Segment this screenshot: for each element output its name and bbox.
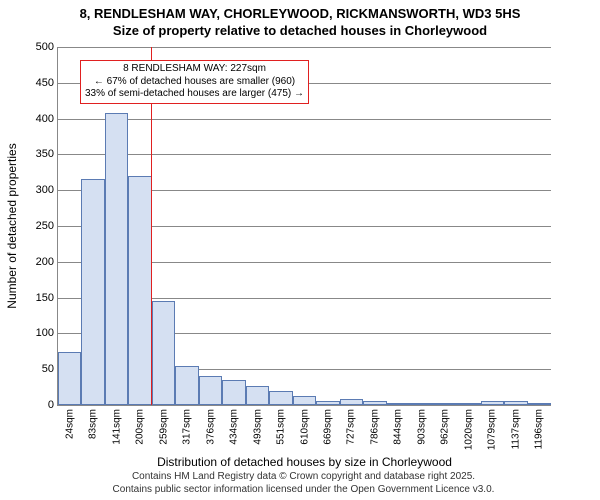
histogram-bar: [316, 401, 339, 405]
x-tick-label: 610sqm: [299, 409, 310, 445]
x-tick-label: 493sqm: [252, 409, 263, 445]
x-tick-label: 259sqm: [158, 409, 169, 445]
x-tick-label: 727sqm: [346, 409, 357, 445]
chart-title: 8, RENDLESHAM WAY, CHORLEYWOOD, RICKMANS…: [0, 0, 600, 40]
x-tick-label: 1020sqm: [463, 409, 474, 450]
y-tick-label: 100: [36, 327, 54, 339]
title-line-1: 8, RENDLESHAM WAY, CHORLEYWOOD, RICKMANS…: [80, 6, 521, 21]
y-tick-label: 150: [36, 292, 54, 304]
x-tick-label: 376sqm: [205, 409, 216, 445]
histogram-bar: [222, 380, 245, 405]
y-tick-label: 50: [42, 363, 54, 375]
y-tick-label: 0: [48, 399, 54, 411]
annotation-smaller: ← 67% of detached houses are smaller (96…: [94, 76, 295, 87]
x-tick-label: 83sqm: [88, 409, 99, 439]
y-axis-label: Number of detached properties: [5, 143, 19, 308]
y-tick-label: 500: [36, 41, 54, 53]
x-tick-label: 200sqm: [135, 409, 146, 445]
x-tick-label: 1196sqm: [534, 409, 545, 449]
x-tick-label: 24sqm: [64, 409, 75, 439]
x-axis-label: Distribution of detached houses by size …: [157, 455, 452, 469]
x-tick-label: 1137sqm: [510, 409, 521, 449]
x-tick-label: 141sqm: [111, 409, 122, 445]
histogram-bar: [504, 401, 527, 405]
y-tick-label: 200: [36, 256, 54, 268]
chart-footer: Contains HM Land Registry data © Crown c…: [57, 471, 550, 496]
histogram-bar: [528, 403, 551, 405]
histogram-bar: [81, 179, 104, 405]
y-tick-label: 350: [36, 148, 54, 160]
histogram-bar: [293, 396, 316, 405]
y-tick-label: 250: [36, 220, 54, 232]
x-tick-label: 669sqm: [322, 409, 333, 445]
footer-line-2: Contains public sector information licen…: [113, 484, 495, 495]
histogram-bar: [246, 386, 269, 405]
histogram-bar: [199, 376, 222, 405]
y-tick-label: 400: [36, 113, 54, 125]
histogram-bar: [387, 403, 410, 405]
histogram-bar: [457, 403, 480, 405]
x-tick-label: 317sqm: [182, 409, 193, 445]
histogram-bar: [269, 391, 292, 405]
x-tick-label: 786sqm: [369, 409, 380, 445]
y-tick-label: 450: [36, 77, 54, 89]
y-tick-label: 300: [36, 184, 54, 196]
histogram-bar: [363, 401, 386, 405]
footer-line-1: Contains HM Land Registry data © Crown c…: [132, 471, 475, 482]
x-tick-label: 551sqm: [276, 409, 287, 445]
histogram-bar: [481, 401, 504, 405]
histogram-bar: [128, 176, 151, 405]
plot-area: Number of detached properties Distributi…: [57, 47, 551, 406]
annotation-box: 8 RENDLESHAM WAY: 227sqm ← 67% of detache…: [80, 60, 309, 104]
histogram-bar: [410, 403, 433, 405]
x-tick-label: 903sqm: [416, 409, 427, 445]
title-line-2: Size of property relative to detached ho…: [113, 23, 487, 38]
x-tick-label: 962sqm: [440, 409, 451, 445]
chart-container: 8, RENDLESHAM WAY, CHORLEYWOOD, RICKMANS…: [0, 0, 600, 500]
histogram-bar: [152, 301, 175, 405]
histogram-bar: [340, 399, 363, 405]
histogram-bar: [175, 366, 198, 405]
histogram-bar: [434, 403, 457, 405]
histogram-bar: [105, 113, 128, 405]
x-tick-label: 844sqm: [393, 409, 404, 445]
x-tick-label: 434sqm: [229, 409, 240, 445]
annotation-larger: 33% of semi-detached houses are larger (…: [85, 88, 304, 99]
x-tick-label: 1079sqm: [487, 409, 498, 450]
annotation-title: 8 RENDLESHAM WAY: 227sqm: [123, 63, 266, 74]
histogram-bar: [58, 352, 81, 405]
